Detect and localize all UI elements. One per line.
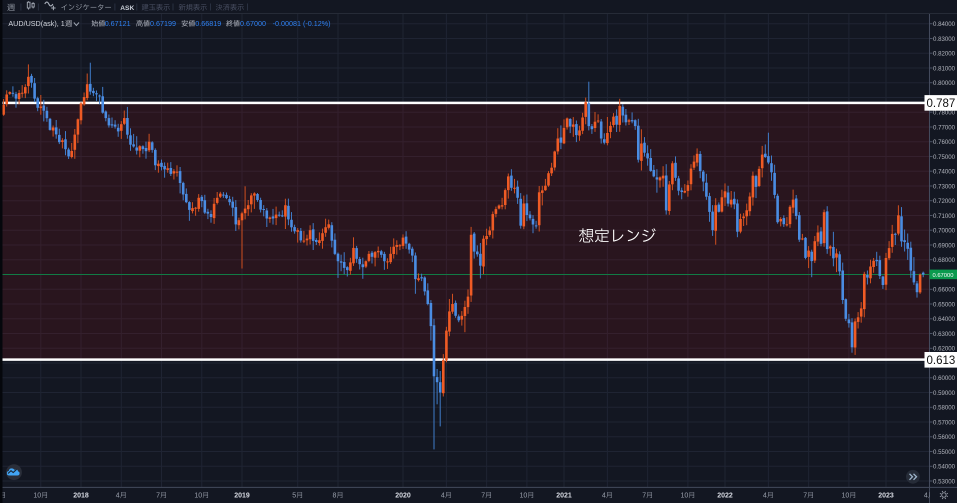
svg-text:2023: 2023: [878, 493, 894, 500]
svg-text:0.74000: 0.74000: [933, 169, 956, 176]
svg-text:0.81000: 0.81000: [933, 65, 956, 72]
svg-text:5: 5: [292, 493, 296, 500]
svg-text:7: 7: [481, 493, 485, 500]
svg-text:0.80000: 0.80000: [933, 80, 956, 87]
svg-text:4: 4: [763, 493, 767, 500]
svg-text:4: 4: [602, 493, 606, 500]
svg-text:2022: 2022: [717, 493, 733, 500]
svg-text:0.73000: 0.73000: [933, 183, 956, 190]
svg-text:0.55000: 0.55000: [933, 449, 956, 456]
svg-text:10: 10: [842, 493, 850, 500]
svg-text:0.66000: 0.66000: [933, 287, 956, 294]
svg-text:2020: 2020: [395, 493, 411, 500]
svg-text:0.60000: 0.60000: [933, 375, 956, 382]
svg-text:0.67121: 0.67121: [105, 19, 131, 28]
svg-text:0.65000: 0.65000: [933, 301, 956, 308]
svg-text:10: 10: [520, 493, 528, 500]
svg-text:0.75000: 0.75000: [933, 154, 956, 161]
svg-text:0.66819: 0.66819: [195, 19, 221, 28]
svg-text:0.83000: 0.83000: [933, 36, 956, 43]
svg-text:4: 4: [441, 493, 445, 500]
svg-text:0.63000: 0.63000: [933, 331, 956, 338]
svg-text:0.53000: 0.53000: [933, 478, 956, 485]
svg-text:0.64000: 0.64000: [933, 316, 956, 323]
svg-text:0.72000: 0.72000: [933, 198, 956, 205]
svg-text:7: 7: [642, 493, 646, 500]
svg-text:0.76000: 0.76000: [933, 139, 956, 146]
svg-text:0.56000: 0.56000: [933, 434, 956, 441]
svg-text:0.69000: 0.69000: [933, 242, 956, 249]
svg-text:2019: 2019: [234, 493, 250, 500]
svg-text:7: 7: [156, 493, 160, 500]
svg-text:0.84000: 0.84000: [933, 21, 956, 28]
svg-text:0.67000: 0.67000: [933, 273, 954, 279]
svg-text:7: 7: [803, 493, 807, 500]
svg-text:2018: 2018: [73, 493, 89, 500]
svg-text:AUD/USD(ask), 1: AUD/USD(ask), 1: [8, 19, 64, 28]
svg-text:0.78000: 0.78000: [933, 110, 956, 117]
svg-text:4: 4: [924, 493, 928, 500]
svg-text:0.82000: 0.82000: [933, 51, 956, 58]
svg-text:0.67000: 0.67000: [240, 19, 266, 28]
svg-text:10: 10: [194, 493, 202, 500]
svg-text:0.71000: 0.71000: [933, 213, 956, 220]
svg-text:0.68000: 0.68000: [933, 257, 956, 264]
svg-text:ASK: ASK: [120, 5, 134, 12]
svg-text:0.62000: 0.62000: [933, 346, 956, 353]
svg-text:10: 10: [681, 493, 689, 500]
svg-text:0.70000: 0.70000: [933, 228, 956, 235]
svg-text:2021: 2021: [556, 493, 572, 500]
svg-text:0.58000: 0.58000: [933, 405, 956, 412]
svg-text:0.67199: 0.67199: [150, 19, 176, 28]
svg-text:0.787: 0.787: [927, 98, 956, 110]
svg-text:0.613: 0.613: [927, 355, 956, 367]
svg-text:0.57000: 0.57000: [933, 419, 956, 426]
svg-text:4: 4: [116, 493, 120, 500]
svg-text:0.54000: 0.54000: [933, 464, 956, 471]
svg-text:8: 8: [333, 493, 337, 500]
svg-text:10: 10: [33, 493, 41, 500]
svg-text:-0.00081 (-0.12%): -0.00081 (-0.12%): [273, 19, 331, 28]
svg-text:0.59000: 0.59000: [933, 390, 956, 397]
svg-text:0.77000: 0.77000: [933, 124, 956, 131]
